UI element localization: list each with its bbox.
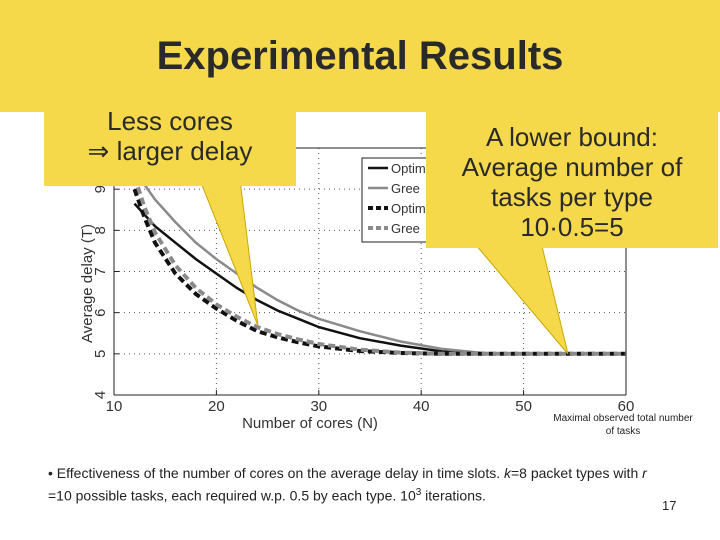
callout-left-line1: Less cores — [107, 106, 233, 136]
legend-label-4: Gree — [391, 221, 420, 236]
x-tick-label: 40 — [413, 398, 430, 415]
legend-label-3: Optim — [391, 201, 426, 216]
x-tick-label: 50 — [515, 398, 532, 415]
callout-left-line2-text: larger delay — [116, 136, 253, 166]
y-tick-label: 5 — [92, 350, 109, 358]
footnote: • Effectiveness of the number of cores o… — [48, 464, 668, 506]
callout-right-line4: 10·0.5=5 — [520, 212, 624, 242]
legend-label-1: Optim — [391, 161, 426, 176]
implies-symbol: ⇒ — [87, 136, 110, 166]
callout-right-line2: Average number of — [461, 152, 683, 182]
page-number: 17 — [662, 498, 677, 513]
callout-lower-bound: A lower bound: Average number of tasks p… — [426, 108, 718, 248]
y-tick-label: 9 — [92, 185, 109, 193]
footnote-exponent: 3 — [415, 487, 422, 498]
callout-less-cores: Less cores ⇒ larger delay — [44, 94, 296, 186]
callout-right-pointer-edge — [469, 237, 569, 355]
footnote-r: r — [642, 465, 647, 481]
footnote-part2: =8 packet types with — [511, 465, 643, 481]
x-tick-label: 10 — [106, 398, 123, 415]
x-tick-label: 20 — [208, 398, 225, 415]
callout-left-line2: ⇒ larger delay — [44, 136, 296, 166]
title-banner — [0, 0, 720, 112]
callout-left-pointer-edge — [199, 179, 259, 327]
footnote-part1: • Effectiveness of the number of cores o… — [48, 465, 504, 481]
y-tick-label: 7 — [92, 267, 109, 275]
footnote-part3: =10 possible tasks, each required w.p. 0… — [48, 487, 416, 504]
callout-right-line1: A lower bound: — [485, 122, 658, 152]
y-tick-label: 4 — [92, 391, 109, 399]
footnote-k: k — [504, 465, 511, 481]
x-axis-label: Number of cores (N) — [242, 415, 378, 432]
legend-label-2: Gree — [391, 181, 420, 196]
footnote-part4: iterations. — [421, 487, 486, 504]
x-tick-label: 30 — [310, 398, 327, 415]
y-tick-label: 6 — [92, 308, 109, 316]
max-observed-annotation: Maximal observed total number of tasks — [553, 413, 693, 437]
callout-right-line3: tasks per type — [491, 182, 653, 212]
x-tick-label: 60 — [618, 398, 635, 415]
series-line-3 — [132, 188, 626, 356]
series-line-4 — [132, 176, 626, 356]
y-tick-label: 8 — [92, 226, 109, 234]
y-axis-label: Average delay (T) — [79, 224, 96, 343]
slide-title: Experimental Results — [156, 34, 564, 78]
